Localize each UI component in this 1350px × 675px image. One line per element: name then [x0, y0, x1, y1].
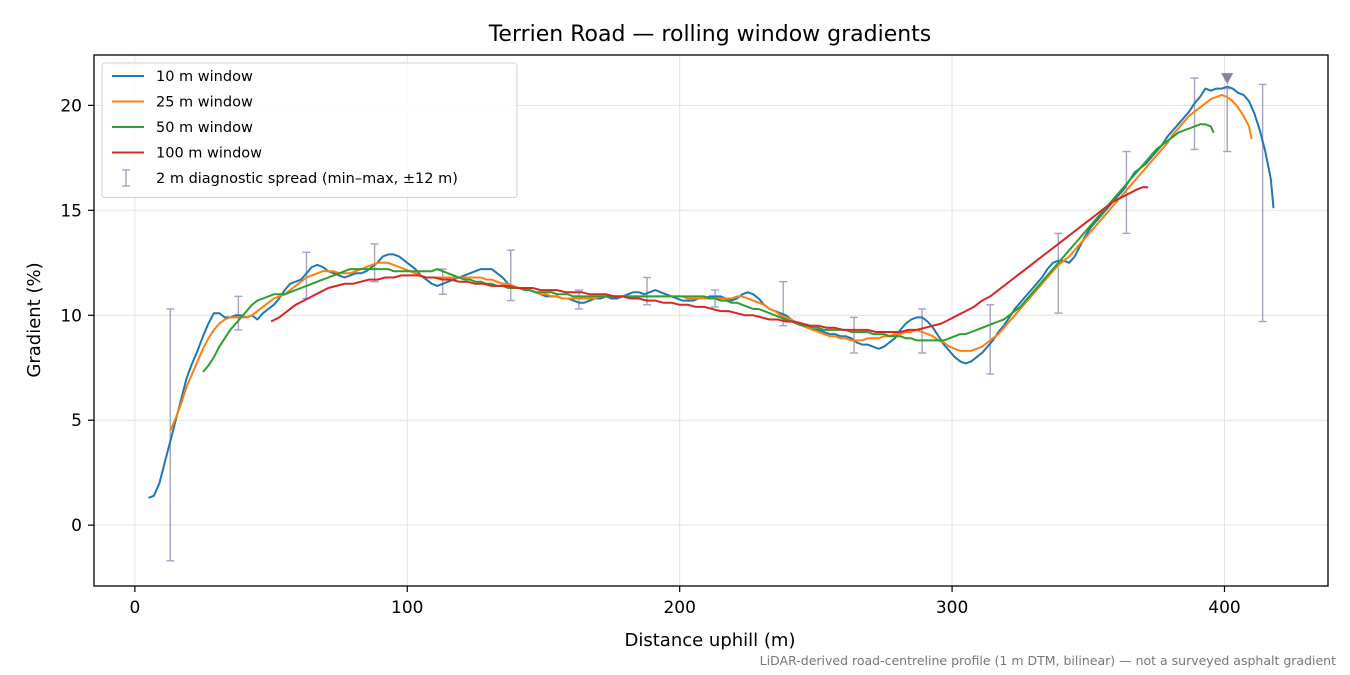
- plot-frame: [93, 54, 1329, 587]
- series-lines: [148, 85, 1275, 499]
- errorbar: [166, 308, 175, 562]
- svg-text:100 m window: 100 m window: [156, 146, 262, 162]
- legend: 10 m window 25 m window 50 m window 100 m w…: [101, 62, 518, 198]
- svg-text:10 m window: 10 m window: [156, 69, 253, 85]
- y-tick-label: 20: [60, 96, 82, 116]
- y-axis-label: Gradient (%): [24, 262, 45, 377]
- grid-lines: [94, 55, 1328, 586]
- y-tick-label: 0: [71, 516, 82, 536]
- series-line-4: [270, 186, 1149, 333]
- errorbar: [1190, 77, 1199, 151]
- errorbar-group: [166, 77, 1267, 562]
- legend-item: 100 m window: [112, 146, 262, 162]
- series-line-3: [202, 123, 1215, 373]
- y-tick-label: 15: [60, 201, 82, 221]
- errorbar: [1122, 150, 1131, 235]
- errorbar: [850, 316, 859, 354]
- x-axis-ticks: 0 100 200 300 400: [129, 586, 1241, 618]
- x-tick-label: 200: [663, 598, 695, 618]
- errorbar: [574, 289, 583, 310]
- legend-item-errorbar: 2 m diagnostic spread (min–max, ±12 m): [122, 169, 458, 187]
- peak-marker-layer: [1221, 73, 1234, 85]
- errorbar: [370, 243, 379, 283]
- chart-title: Terrien Road — rolling window gradients: [488, 22, 932, 47]
- x-tick-label: 400: [1208, 598, 1240, 618]
- x-tick-label: 100: [391, 598, 423, 618]
- y-tick-label: 5: [71, 411, 82, 431]
- x-axis-label: Distance uphill (m): [625, 630, 796, 651]
- svg-text:50 m window: 50 m window: [156, 120, 253, 136]
- svg-text:2 m diagnostic spread (min–max: 2 m diagnostic spread (min–max, ±12 m): [156, 171, 458, 187]
- x-tick-label: 0: [129, 598, 140, 618]
- chart-caption: LiDAR-derived road-centreline profile (1…: [760, 653, 1336, 668]
- legend-item: 50 m window: [112, 120, 253, 136]
- y-axis-ticks: 0 5 10 15 20: [60, 96, 94, 536]
- legend-item: 25 m window: [112, 95, 253, 111]
- errorbar: [506, 249, 515, 302]
- peak-marker: [1221, 73, 1234, 85]
- svg-text:25 m window: 25 m window: [156, 95, 253, 111]
- errorbar: [438, 268, 447, 295]
- errorbar: [1054, 232, 1063, 314]
- errorbar: [1258, 83, 1267, 323]
- y-tick-label: 10: [60, 306, 82, 326]
- errorbar: [234, 295, 243, 331]
- legend-item: 10 m window: [112, 69, 253, 85]
- x-tick-label: 300: [936, 598, 968, 618]
- legend-box: [101, 62, 518, 198]
